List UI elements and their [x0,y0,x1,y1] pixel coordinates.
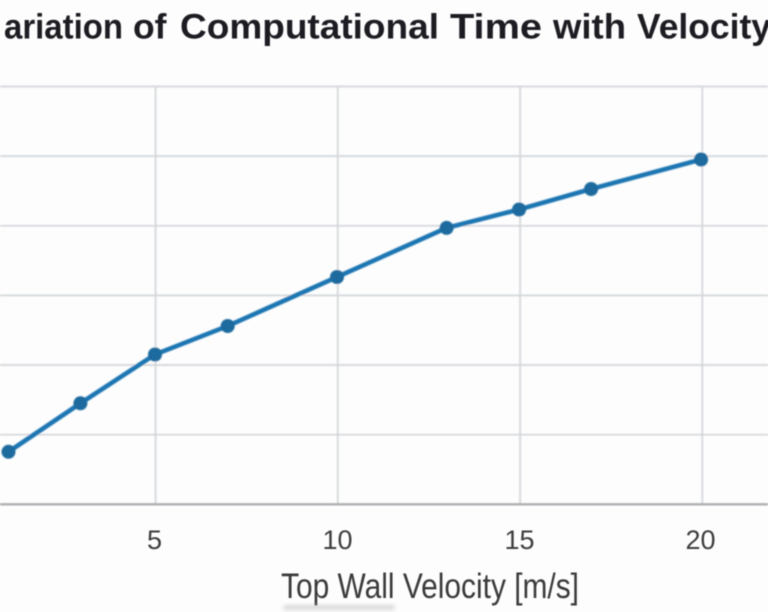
svg-text:Top Wall Velocity [m/s]: Top Wall Velocity [m/s] [281,567,579,606]
svg-text:ariation: ariation [4,6,123,46]
svg-text:Computational: Computational [180,6,439,46]
svg-text:Velocity: Velocity [637,6,768,46]
svg-text:10: 10 [322,525,352,555]
svg-text:of: of [133,6,167,46]
svg-text:20: 20 [685,525,715,555]
svg-text:5: 5 [147,525,162,555]
svg-text:with: with [552,6,626,46]
svg-text:Time: Time [450,6,542,46]
svg-text:15: 15 [504,525,534,555]
